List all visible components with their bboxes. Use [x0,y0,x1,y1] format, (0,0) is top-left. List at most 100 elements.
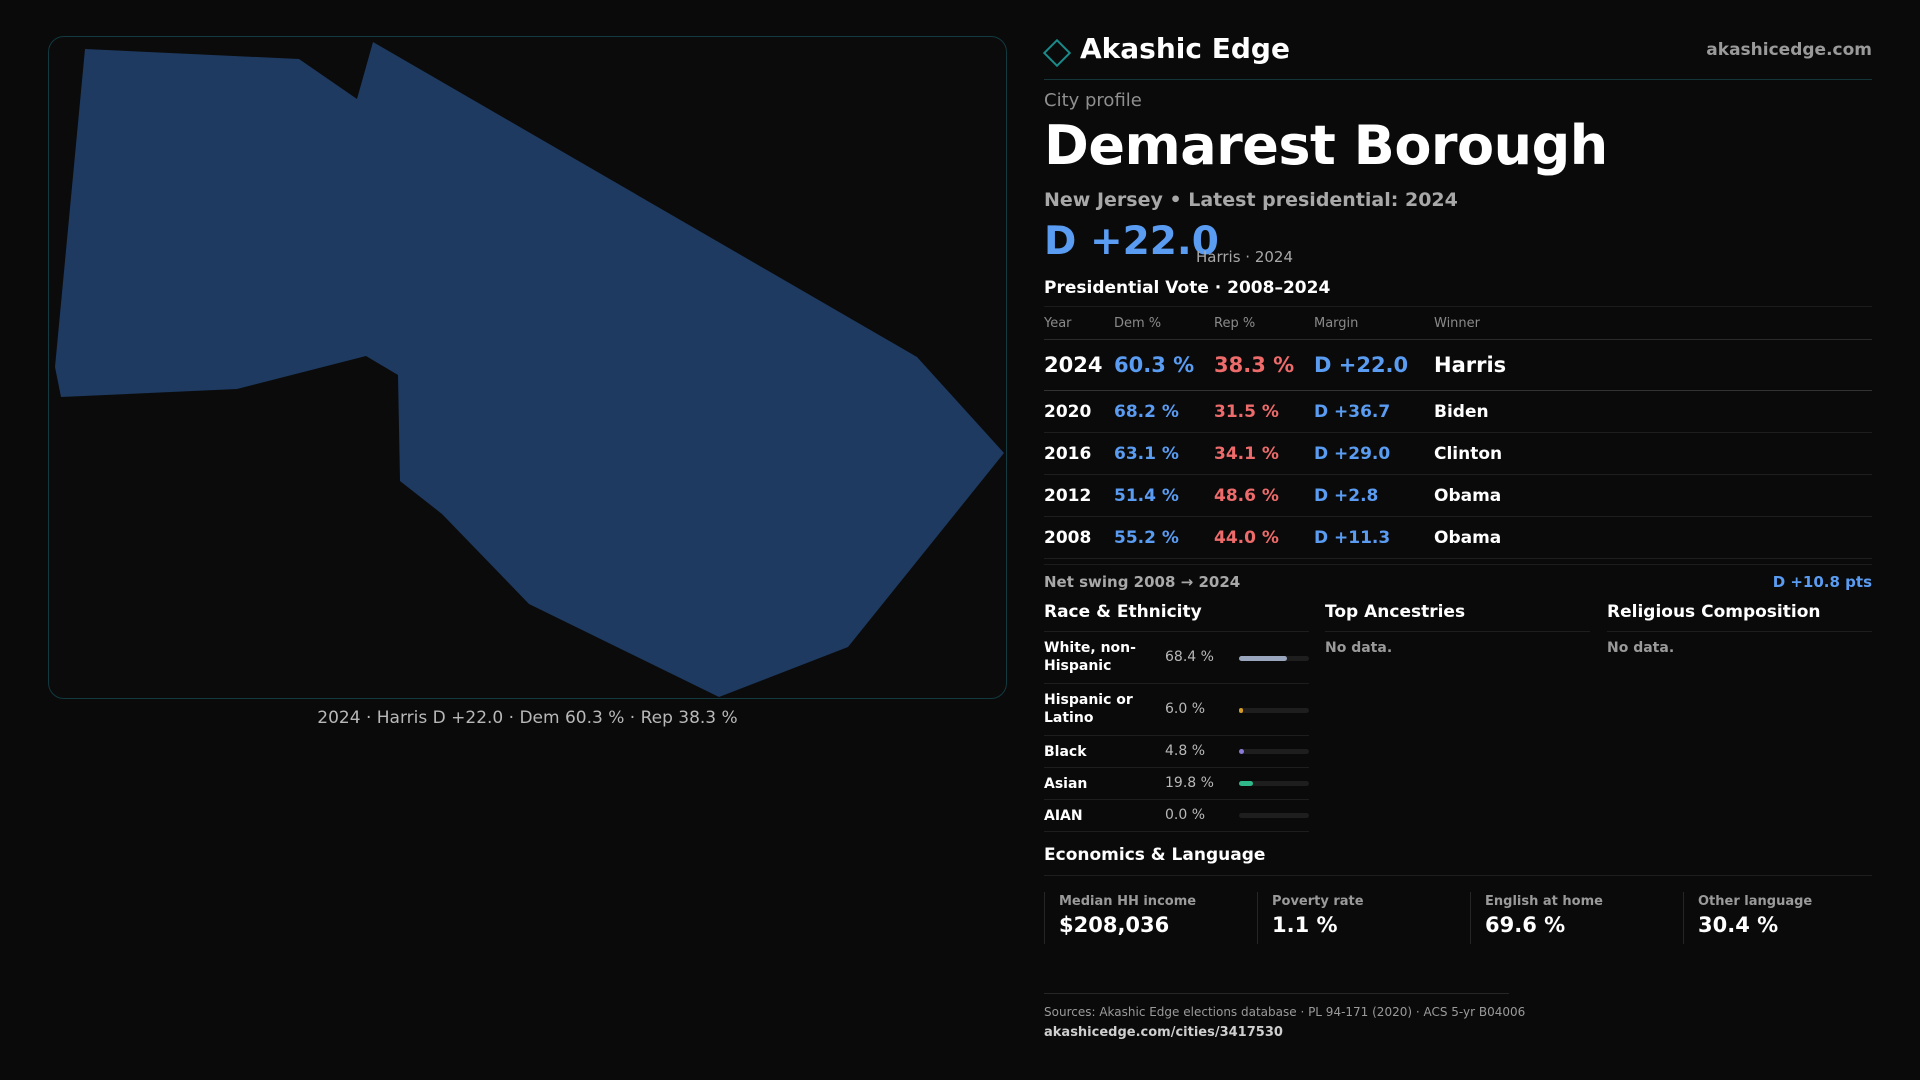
econ-stat-value: 30.4 % [1698,913,1779,937]
column-header-margin: Margin [1314,315,1359,331]
race-bar-track [1239,656,1309,661]
cell-margin: D +36.7 [1314,401,1391,422]
brand-name[interactable]: Akashic Edge [1080,32,1290,65]
cell-dem: 51.4 % [1114,485,1179,506]
race-row: AIAN 0.0 % [1044,800,1309,832]
econ-stat: English at home 69.6 % [1470,892,1683,944]
table-row: 2008 55.2 % 44.0 % D +11.3 Obama [1044,517,1872,559]
table-row: 2020 68.2 % 31.5 % D +36.7 Biden [1044,391,1872,433]
vote-table-header: Year Dem % Rep % Margin Winner [1044,307,1872,340]
city-boundary-map[interactable] [49,37,1007,699]
cell-rep: 44.0 % [1214,527,1279,548]
cell-winner: Clinton [1434,443,1503,464]
cell-winner: Biden [1434,401,1489,422]
econ-stat: Poverty rate 1.1 % [1257,892,1470,944]
column-header-dem: Dem % [1114,315,1162,331]
page-eyebrow: City profile [1044,90,1142,111]
cell-margin: D +22.0 [1314,353,1409,377]
cell-rep: 48.6 % [1214,485,1279,506]
race-label: Asian [1044,776,1088,792]
cell-rep: 34.1 % [1214,443,1279,464]
map-panel[interactable] [48,36,1007,699]
race-section-title: Race & Ethnicity [1044,598,1309,632]
ancestries-empty: No data. [1325,640,1393,656]
cell-winner: Harris [1434,353,1507,377]
page-title: Demarest Borough [1044,114,1608,177]
divider [1044,875,1872,876]
race-value: 4.8 % [1165,743,1206,759]
divider [1044,993,1509,994]
profile-panel: Akashic Edge akashicedge.com City profil… [1042,0,1872,1080]
table-row: 2016 63.1 % 34.1 % D +29.0 Clinton [1044,433,1872,475]
cell-year: 2016 [1044,443,1092,464]
column-header-year: Year [1044,315,1072,331]
cell-margin: D +11.3 [1314,527,1391,548]
cell-year: 2024 [1044,353,1103,377]
race-bar-fill [1239,749,1244,754]
sources-note: Sources: Akashic Edge elections database… [1044,1005,1526,1019]
race-row: Asian 19.8 % [1044,768,1309,800]
cell-winner: Obama [1434,485,1502,506]
econ-stat-value: 69.6 % [1485,913,1566,937]
cell-year: 2012 [1044,485,1092,506]
econ-stat-label: Other language [1698,894,1813,909]
religion-section-title: Religious Composition [1607,598,1872,632]
econ-stat-label: Poverty rate [1272,894,1364,909]
vote-section-title: Presidential Vote · 2008–2024 [1044,278,1331,298]
econ-stat: Other language 30.4 % [1683,892,1896,944]
race-bar-fill [1239,656,1287,661]
cell-year: 2008 [1044,527,1092,548]
race-value: 0.0 % [1165,807,1206,823]
race-bar-track [1239,708,1309,713]
cell-rep: 38.3 % [1214,353,1295,377]
race-value: 6.0 % [1165,701,1206,717]
race-bar-track [1239,781,1309,786]
cell-dem: 68.2 % [1114,401,1179,422]
race-section: Race & Ethnicity White, non-Hispanic 68.… [1044,598,1309,832]
race-label: Black [1044,744,1087,760]
race-bar-fill [1239,708,1244,713]
race-value: 68.4 % [1165,649,1214,665]
race-label: AIAN [1044,808,1083,824]
page-subtitle: New Jersey • Latest presidential: 2024 [1044,189,1458,211]
cell-dem: 63.1 % [1114,443,1179,464]
race-label: White, non-Hispanic [1044,640,1136,674]
race-row: White, non-Hispanic 68.4 % [1044,632,1309,684]
table-row: 2012 51.4 % 48.6 % D +2.8 Obama [1044,475,1872,517]
econ-stat-label: Median HH income [1059,894,1197,909]
cell-rep: 31.5 % [1214,401,1279,422]
map-caption: 2024 · Harris D +22.0 · Dem 60.3 % · Rep… [317,708,738,728]
cell-margin: D +2.8 [1314,485,1379,506]
economics-section-title: Economics & Language [1044,845,1266,865]
religion-empty: No data. [1607,640,1675,656]
race-value: 19.8 % [1165,775,1214,791]
cell-year: 2020 [1044,401,1092,422]
econ-stat-value: $208,036 [1059,913,1170,937]
econ-stat-label: English at home [1485,894,1603,909]
brand-header: Akashic Edge akashicedge.com [1042,30,1872,80]
race-bar-fill [1239,781,1253,786]
table-row: 2024 60.3 % 38.3 % D +22.0 Harris [1044,340,1872,391]
city-permalink[interactable]: akashicedge.com/cities/3417530 [1044,1025,1283,1040]
cell-dem: 55.2 % [1114,527,1179,548]
race-bar-track [1239,813,1309,818]
diamond-icon [1042,38,1072,68]
headline-margin-note: Harris · 2024 [1196,248,1294,266]
race-bar-track [1239,749,1309,754]
economics-grid: Median HH income $208,036 Poverty rate 1… [1044,892,1872,944]
econ-stat-value: 1.1 % [1272,913,1338,937]
econ-stat: Median HH income $208,036 [1044,892,1257,944]
ancestries-section: Top Ancestries No data. [1325,598,1590,656]
religion-section: Religious Composition No data. [1607,598,1872,656]
headline-margin: D +22.0 [1044,219,1219,264]
column-header-winner: Winner [1434,315,1481,331]
brand-url-link[interactable]: akashicedge.com [1706,40,1872,60]
net-swing-row: Net swing 2008 → 2024 D +10.8 pts [1044,564,1872,601]
city-boundary-shape[interactable] [55,42,1004,697]
vote-table: Year Dem % Rep % Margin Winner 2024 60.3… [1044,306,1872,559]
race-label: Hispanic or Latino [1044,692,1133,726]
race-row: Black 4.8 % [1044,736,1309,768]
ancestries-section-title: Top Ancestries [1325,598,1590,632]
race-row: Hispanic or Latino 6.0 % [1044,684,1309,736]
column-header-rep: Rep % [1214,315,1256,331]
